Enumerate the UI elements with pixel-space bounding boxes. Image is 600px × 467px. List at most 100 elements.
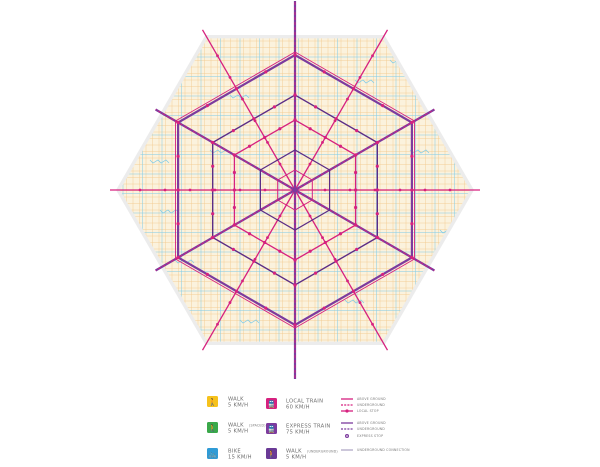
- legend-item-local-train: 🚆 LOCAL TRAIN 60 KM/H: [266, 398, 323, 411]
- local-stop: [371, 322, 374, 326]
- legend-item-walk: 🚶 WALK 5 KM/H: [207, 396, 248, 409]
- legend-line-underground-local: UNDERGROUND: [341, 403, 385, 407]
- local-stop: [333, 119, 337, 123]
- local-stop: [176, 120, 180, 125]
- local-stop: [410, 255, 414, 260]
- legend-speed: 5 KM/H: [286, 455, 306, 461]
- legend: 🚶 WALK 5 KM/H 🚶 WALK (SPACED) 5 KM/H 🚲 B…: [207, 396, 410, 461]
- local-stop: [228, 76, 232, 79]
- local-stop: [211, 212, 215, 216]
- local-stop: [354, 223, 358, 227]
- local-stop: [293, 93, 297, 97]
- local-stop: [323, 240, 327, 245]
- local-stop: [358, 301, 362, 304]
- local-stop: [278, 214, 282, 218]
- local-stop: [293, 323, 297, 327]
- local-stop: [375, 164, 379, 168]
- canal-squiggle: [229, 94, 250, 99]
- local-stop: [381, 104, 385, 108]
- center-ring: [277, 169, 313, 211]
- walk-icon-glyph: 🚶: [208, 424, 217, 433]
- local-stop: [232, 188, 236, 192]
- local-stop: [213, 188, 217, 192]
- inner-ring-core: [259, 149, 331, 231]
- legend-line-label: ABOVE GROUND: [357, 421, 386, 425]
- local-stop: [232, 223, 236, 227]
- legend-line-label: ABOVE GROUND: [357, 397, 386, 401]
- local-stop: [205, 272, 209, 276]
- underground-spoke: [294, 189, 435, 271]
- legend-qualifier: (SPACED): [249, 424, 266, 428]
- local-stop: [346, 97, 349, 101]
- local-stop: [348, 188, 352, 192]
- legend-item-walk-underground: 🚶 WALK (UNDERGROUND) 5 KM/H: [266, 448, 338, 461]
- local-stop: [322, 70, 326, 74]
- local-stop: [241, 97, 244, 101]
- legend-qualifier: (UNDERGROUND): [307, 450, 338, 454]
- local-stop: [313, 271, 318, 275]
- legend-line-styles: ABOVE GROUND UNDERGROUND LOCAL STOP ABOV…: [341, 397, 410, 452]
- local-stop: [355, 247, 359, 251]
- local-stop: [354, 188, 358, 192]
- local-stop: [398, 188, 402, 192]
- local-stop: [176, 154, 180, 158]
- local-stop: [373, 188, 377, 192]
- local-stop: [163, 188, 167, 192]
- local-stop: [278, 162, 282, 166]
- local-stop-marker: [345, 409, 349, 413]
- local-stop: [321, 140, 324, 144]
- local-stop: [308, 214, 312, 218]
- local-stop: [263, 240, 267, 245]
- legend-line-label: LOCAL STOP: [357, 409, 379, 413]
- local-stop: [188, 188, 192, 192]
- local-stop: [351, 87, 356, 91]
- legend-label: WALK: [228, 397, 244, 403]
- canal-squiggle: [239, 319, 260, 324]
- local-stop: [351, 289, 356, 293]
- local-stop: [278, 249, 282, 253]
- local-stop: [231, 129, 235, 133]
- transit-network: [110, 1, 480, 379]
- local-stop: [138, 188, 142, 192]
- local-stop: [211, 164, 215, 168]
- local-stop: [264, 70, 268, 74]
- bike-icon: [207, 448, 218, 459]
- legend-item-express-train: 🚆 EXPRESS TRAIN 75 KM/H: [266, 423, 330, 436]
- local-stop: [247, 232, 252, 236]
- local-stop: [375, 140, 379, 145]
- local-stop: [354, 205, 358, 210]
- local-stop: [313, 105, 318, 109]
- legend-speed: 15 KM/H: [228, 455, 252, 461]
- underground-spoke: [294, 109, 435, 191]
- local-stop: [278, 127, 282, 131]
- local-stop: [266, 140, 269, 144]
- legend-speed: 60 KM/H: [286, 405, 310, 411]
- local-stop: [216, 322, 219, 326]
- legend-line-label: UNDERGROUND: [357, 403, 385, 407]
- legend-line-label: UNDERGROUND: [357, 427, 385, 431]
- local-stop: [272, 105, 277, 109]
- local-stop: [308, 249, 312, 253]
- local-stop: [263, 135, 267, 140]
- legend-speed: 5 KM/H: [228, 429, 248, 435]
- local-stop: [266, 236, 269, 240]
- legend-speed: 75 KM/H: [286, 430, 310, 436]
- local-stop: [264, 306, 268, 310]
- local-stop: [234, 289, 239, 293]
- walk-icon: [207, 396, 218, 407]
- local-stop: [375, 212, 379, 216]
- local-stop: [308, 127, 312, 131]
- legend-label: BIKE: [228, 449, 241, 455]
- local-stop: [423, 188, 427, 192]
- local-stop: [253, 119, 257, 123]
- local-stop: [176, 222, 180, 226]
- legend-line-underground-express: UNDERGROUND: [341, 427, 385, 431]
- local-stop: [241, 279, 244, 283]
- local-stop: [293, 53, 297, 57]
- local-stop: [176, 255, 180, 260]
- canal-squiggle: [159, 209, 180, 214]
- legend-line-express-stop: EXPRESS STOP: [345, 434, 383, 438]
- canal-squiggle: [344, 299, 365, 304]
- outer-ring-local: [175, 51, 415, 329]
- local-stop: [247, 144, 252, 148]
